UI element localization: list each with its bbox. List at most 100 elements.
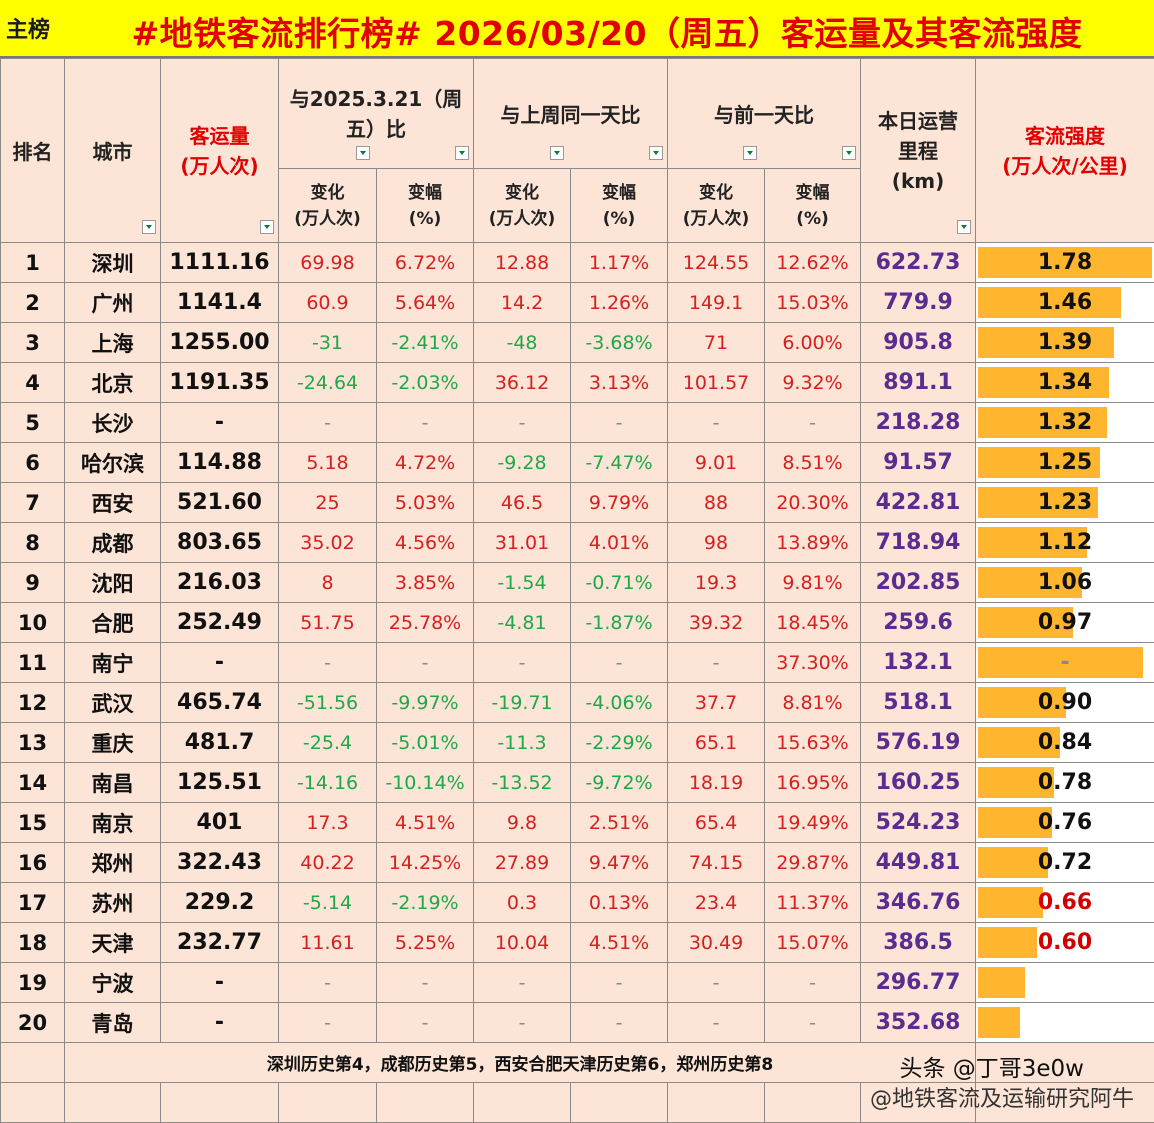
yoy-change-cell: -51.56: [278, 682, 377, 723]
yoy-pct-cell: -: [375, 962, 475, 1003]
col-ridership-header[interactable]: 客运量 (万人次): [160, 58, 279, 243]
length-cell: 132.1: [860, 642, 977, 683]
ridership-cell: -: [160, 1002, 279, 1043]
dod-change-cell: 30.49: [667, 922, 766, 963]
table-row: 18 天津 232.77 11.61 5.25% 10.04 4.51% 30.49 15.07…: [0, 922, 1154, 963]
intensity-bar: [978, 607, 1074, 638]
table-row: 7 西安 521.60 25 5.03% 46.5 9.79% 88 20.30% 422.81 1…: [0, 482, 1154, 523]
ridership-cell: 1111.16: [160, 242, 279, 283]
ridership-cell: 322.43: [160, 842, 279, 883]
intensity-cell: 0.78: [975, 762, 1154, 803]
wow-pct-cell: 0.13%: [570, 882, 669, 923]
length-cell: 202.85: [860, 562, 977, 603]
filter-dropdown-icon[interactable]: [260, 220, 274, 234]
yoy-change-cell: -: [278, 1002, 377, 1043]
intensity-bar: [978, 767, 1055, 798]
intensity-cell: 1.06: [975, 562, 1154, 603]
length-cell: 422.81: [860, 482, 977, 523]
source-watermark: @地铁客流及运输研究阿牛: [869, 1087, 1134, 1112]
sub-dod-pct: 变幅 (%): [764, 168, 862, 243]
wow-change-cell: -: [473, 642, 572, 683]
dod-pct-cell: -: [764, 402, 862, 443]
ridership-cell: 125.51: [160, 762, 279, 803]
table-row: 15 南京 401 17.3 4.51% 9.8 2.51% 65.4 19.49% 524.23…: [0, 802, 1154, 843]
yoy-change-cell: 40.22: [278, 842, 377, 883]
length-cell: 218.28: [860, 402, 977, 443]
rank-cell: 15: [0, 802, 65, 843]
intensity-value: 0.97: [1037, 610, 1093, 635]
intensity-value: -: [1060, 650, 1070, 675]
col-wow-header[interactable]: 与上周同一天比: [473, 58, 669, 169]
ridership-cell: 1191.35: [160, 362, 279, 403]
yoy-change-cell: 69.98: [278, 242, 377, 283]
yoy-pct-cell: 6.72%: [375, 242, 475, 283]
dod-pct-cell: 16.95%: [764, 762, 862, 803]
col-dod-header[interactable]: 与前一天比: [667, 58, 862, 169]
dod-pct-cell: 9.32%: [764, 362, 862, 403]
city-cell: 长沙: [64, 402, 161, 443]
ridership-cell: -: [160, 962, 279, 1003]
blank-cell: [570, 1082, 669, 1123]
table-row: 11 南宁 - - - - - -37.30% 132.1-: [0, 642, 1154, 683]
intensity-bar: [978, 487, 1099, 518]
table-row: 20 青岛 - - - - - - -352.68: [0, 1002, 1154, 1043]
dod-pct-cell: 29.87%: [764, 842, 862, 883]
wow-change-cell: 36.12: [473, 362, 572, 403]
length-cell: 352.68: [860, 1002, 977, 1043]
sub-wow-change: 变化 (万人次): [473, 168, 572, 243]
filter-dropdown-icon[interactable]: [957, 220, 972, 234]
filter-dropdown-icon[interactable]: [649, 146, 664, 160]
yoy-pct-cell: -: [375, 1002, 475, 1043]
yoy-change-cell: -: [278, 642, 377, 683]
length-cell: 346.76: [860, 882, 977, 923]
filter-dropdown-icon[interactable]: [142, 220, 156, 234]
intensity-bar: [978, 967, 1026, 998]
dod-pct-cell: 11.37%: [764, 882, 862, 923]
col-intensity-header[interactable]: 客流强度 (万人次/公里): [975, 58, 1154, 243]
ridership-cell: -: [160, 402, 279, 443]
dod-pct-cell: 8.81%: [764, 682, 862, 723]
yoy-change-cell: 51.75: [278, 602, 377, 643]
intensity-cell: 1.34: [975, 362, 1154, 403]
wow-pct-cell: 2.51%: [570, 802, 669, 843]
intensity-cell: 1.78: [975, 242, 1154, 283]
yoy-change-cell: 60.9: [278, 282, 377, 323]
ridership-cell: 252.49: [160, 602, 279, 643]
intensity-cell: 0.90: [975, 682, 1154, 723]
yoy-pct-cell: 14.25%: [375, 842, 475, 883]
rank-cell: 1: [0, 242, 65, 283]
filter-dropdown-icon[interactable]: [455, 146, 470, 160]
title-bar: 主榜 #地铁客流排行榜# 2026/03/20（周五）客运量及其客流强度: [0, 0, 1154, 58]
intensity-cell: 0.66: [975, 882, 1154, 923]
filter-dropdown-icon[interactable]: [743, 146, 758, 160]
wow-change-cell: -: [473, 962, 572, 1003]
wow-change-cell: 31.01: [473, 522, 572, 563]
filter-dropdown-icon[interactable]: [550, 146, 565, 160]
dod-pct-cell: 6.00%: [764, 322, 862, 363]
blank-cell: [473, 1082, 572, 1123]
intensity-value: 0.72: [1037, 850, 1093, 875]
rank-cell: 20: [0, 1002, 65, 1043]
wow-change-cell: 10.04: [473, 922, 572, 963]
col-city-header[interactable]: 城市: [64, 58, 161, 243]
yoy-change-cell: -24.64: [278, 362, 377, 403]
col-yoy-header[interactable]: 与2025.3.21（周 五）比: [277, 58, 475, 169]
intensity-value: 1.12: [1037, 530, 1093, 555]
filter-dropdown-icon[interactable]: [356, 146, 371, 160]
yoy-pct-cell: 5.64%: [375, 282, 475, 323]
intensity-value: 1.78: [1037, 250, 1093, 275]
author-watermark: 头条 @丁哥3e0w: [899, 1056, 1084, 1082]
intensity-value: 0.60: [1037, 930, 1093, 955]
dod-pct-cell: 15.07%: [764, 922, 862, 963]
intensity-cell: [975, 962, 1154, 1003]
dod-change-cell: 71: [667, 322, 766, 363]
dod-change-cell: 101.57: [667, 362, 766, 403]
dod-change-cell: -: [667, 1002, 766, 1043]
ridership-table: 排名 城市 客运量 (万人次) 与2025.3.21（周 五）比 与上周同一天比 与…: [0, 58, 1154, 1123]
col-length-header[interactable]: 本日运营 里程 (km): [860, 58, 977, 243]
length-cell: 622.73: [860, 242, 977, 283]
wow-change-cell: -19.71: [473, 682, 572, 723]
rank-cell: 16: [0, 842, 65, 883]
filter-dropdown-icon[interactable]: [842, 146, 857, 160]
intensity-cell: -: [975, 642, 1154, 683]
